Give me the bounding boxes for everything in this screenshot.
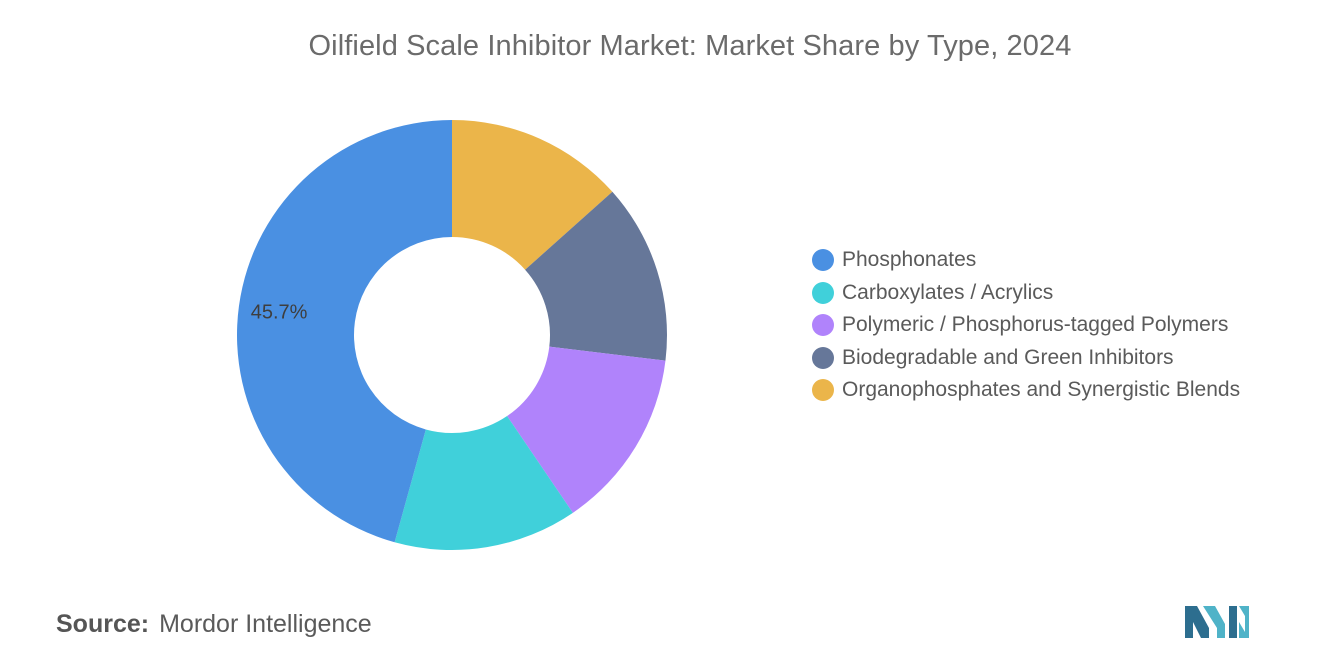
legend-label: Organophosphates and Synergistic Blends	[842, 378, 1241, 402]
legend-item-carboxylates-acrylics: Carboxylates / Acrylics	[812, 277, 1240, 310]
legend-label: Carboxylates / Acrylics	[842, 280, 1054, 304]
source-label: Source:	[56, 610, 150, 638]
mordor-intelligence-logo-icon	[1185, 606, 1249, 638]
slice-phosphonates	[237, 120, 452, 543]
legend-swatch	[812, 346, 834, 369]
legend-label: Phosphonates	[842, 248, 977, 272]
legend-swatch	[812, 379, 834, 402]
legend-item-phosphonates: Phosphonates	[812, 244, 1240, 277]
source-text: Mordor Intelligence	[159, 610, 372, 638]
legend-item-biodegradable-green-inhibitors: Biodegradable and Green Inhibitors	[812, 342, 1240, 375]
source-line: Source: Mordor Intelligence	[56, 610, 372, 639]
slice-biodegradable-green-inhibitors	[525, 191, 668, 361]
chart-title: Oilfield Scale Inhibitor Market: Market …	[308, 30, 1072, 62]
legend-label: Polymeric / Phosphorus-tagged Polymers	[842, 313, 1229, 337]
legend-item-organophosphates-synergistic-blends: Organophosphates and Synergistic Blends	[812, 374, 1240, 407]
legend-item-polymeric-phosphorus-tagged-polymers: Polymeric / Phosphorus-tagged Polymers	[812, 309, 1240, 342]
slice-polymeric-phosphorus-tagged-polymers	[507, 346, 666, 513]
data-label-phosphonates: 45.7%	[251, 301, 308, 323]
slice-carboxylates-acrylics	[394, 416, 573, 550]
slice-organophosphates-synergistic-blends	[452, 120, 613, 270]
legend-swatch	[812, 249, 834, 272]
legend-label: Biodegradable and Green Inhibitors	[842, 345, 1174, 369]
chart-legend: Phosphonates Carboxylates / Acrylics Polym…	[812, 244, 1240, 407]
legend-swatch	[812, 314, 834, 337]
legend-swatch	[812, 281, 834, 304]
